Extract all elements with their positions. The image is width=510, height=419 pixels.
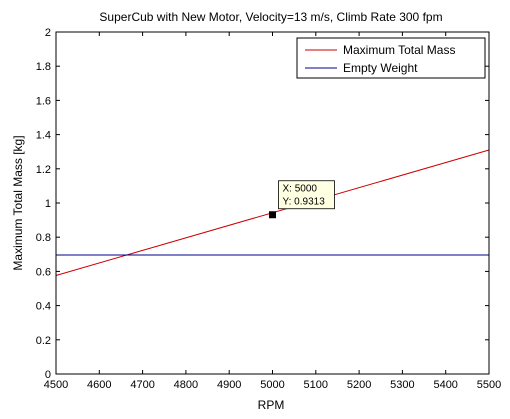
chart-title: SuperCub with New Motor, Velocity=13 m/s… xyxy=(99,10,442,24)
legend[interactable]: Maximum Total Mass Empty Weight xyxy=(296,37,486,79)
x-tick-label: 4600 xyxy=(87,379,111,391)
y-tick-label: 1 xyxy=(45,198,51,210)
y-tick-label: 0.6 xyxy=(36,266,51,278)
y-tick-label: 0.8 xyxy=(36,232,51,244)
y-axis-label: Maximum Total Mass [kg] xyxy=(11,135,25,270)
legend-entries: Maximum Total Mass Empty Weight xyxy=(305,43,455,75)
x-tick-label: 5300 xyxy=(390,379,414,391)
y-tick-label: 0.2 xyxy=(36,335,51,347)
tick-layer: 4500 4600 4700 4800 4900 5000 5100 5200 5300 5400… xyxy=(36,27,502,391)
y-tick-label: 1.8 xyxy=(36,61,51,73)
datatip-marker[interactable] xyxy=(269,211,276,219)
y-tick-label: 1.6 xyxy=(36,95,51,107)
datatip-x-text: X: 5000 xyxy=(283,184,318,195)
datatip-y-text: Y: 0.9313 xyxy=(283,197,326,208)
y-tick-label: 0.4 xyxy=(36,301,51,313)
x-tick-label: 4500 xyxy=(44,379,68,391)
y-tick-label: 1.2 xyxy=(36,164,51,176)
x-tick-label: 5500 xyxy=(477,379,501,391)
x-tick-label: 5000 xyxy=(260,379,284,391)
datatip[interactable]: X: 5000 Y: 0.9313 xyxy=(269,180,335,219)
datatip-box xyxy=(278,180,335,210)
y-tick-label: 2 xyxy=(45,27,51,39)
plot-area xyxy=(56,32,489,374)
y-tick-label: 1.4 xyxy=(36,130,51,142)
x-tick-label: 4800 xyxy=(174,379,198,391)
legend-label-2: Empty Weight xyxy=(343,61,418,75)
x-tick-label: 4700 xyxy=(130,379,154,391)
x-tick-label: 5200 xyxy=(347,379,371,391)
x-tick-label: 5100 xyxy=(304,379,328,391)
x-tick-label: 5400 xyxy=(433,379,457,391)
legend-label-1: Maximum Total Mass xyxy=(343,43,455,57)
x-tick-label: 4900 xyxy=(217,379,241,391)
x-axis-label: RPM xyxy=(258,398,285,412)
legend-box xyxy=(296,37,486,79)
y-tick-label: 0 xyxy=(45,369,51,381)
